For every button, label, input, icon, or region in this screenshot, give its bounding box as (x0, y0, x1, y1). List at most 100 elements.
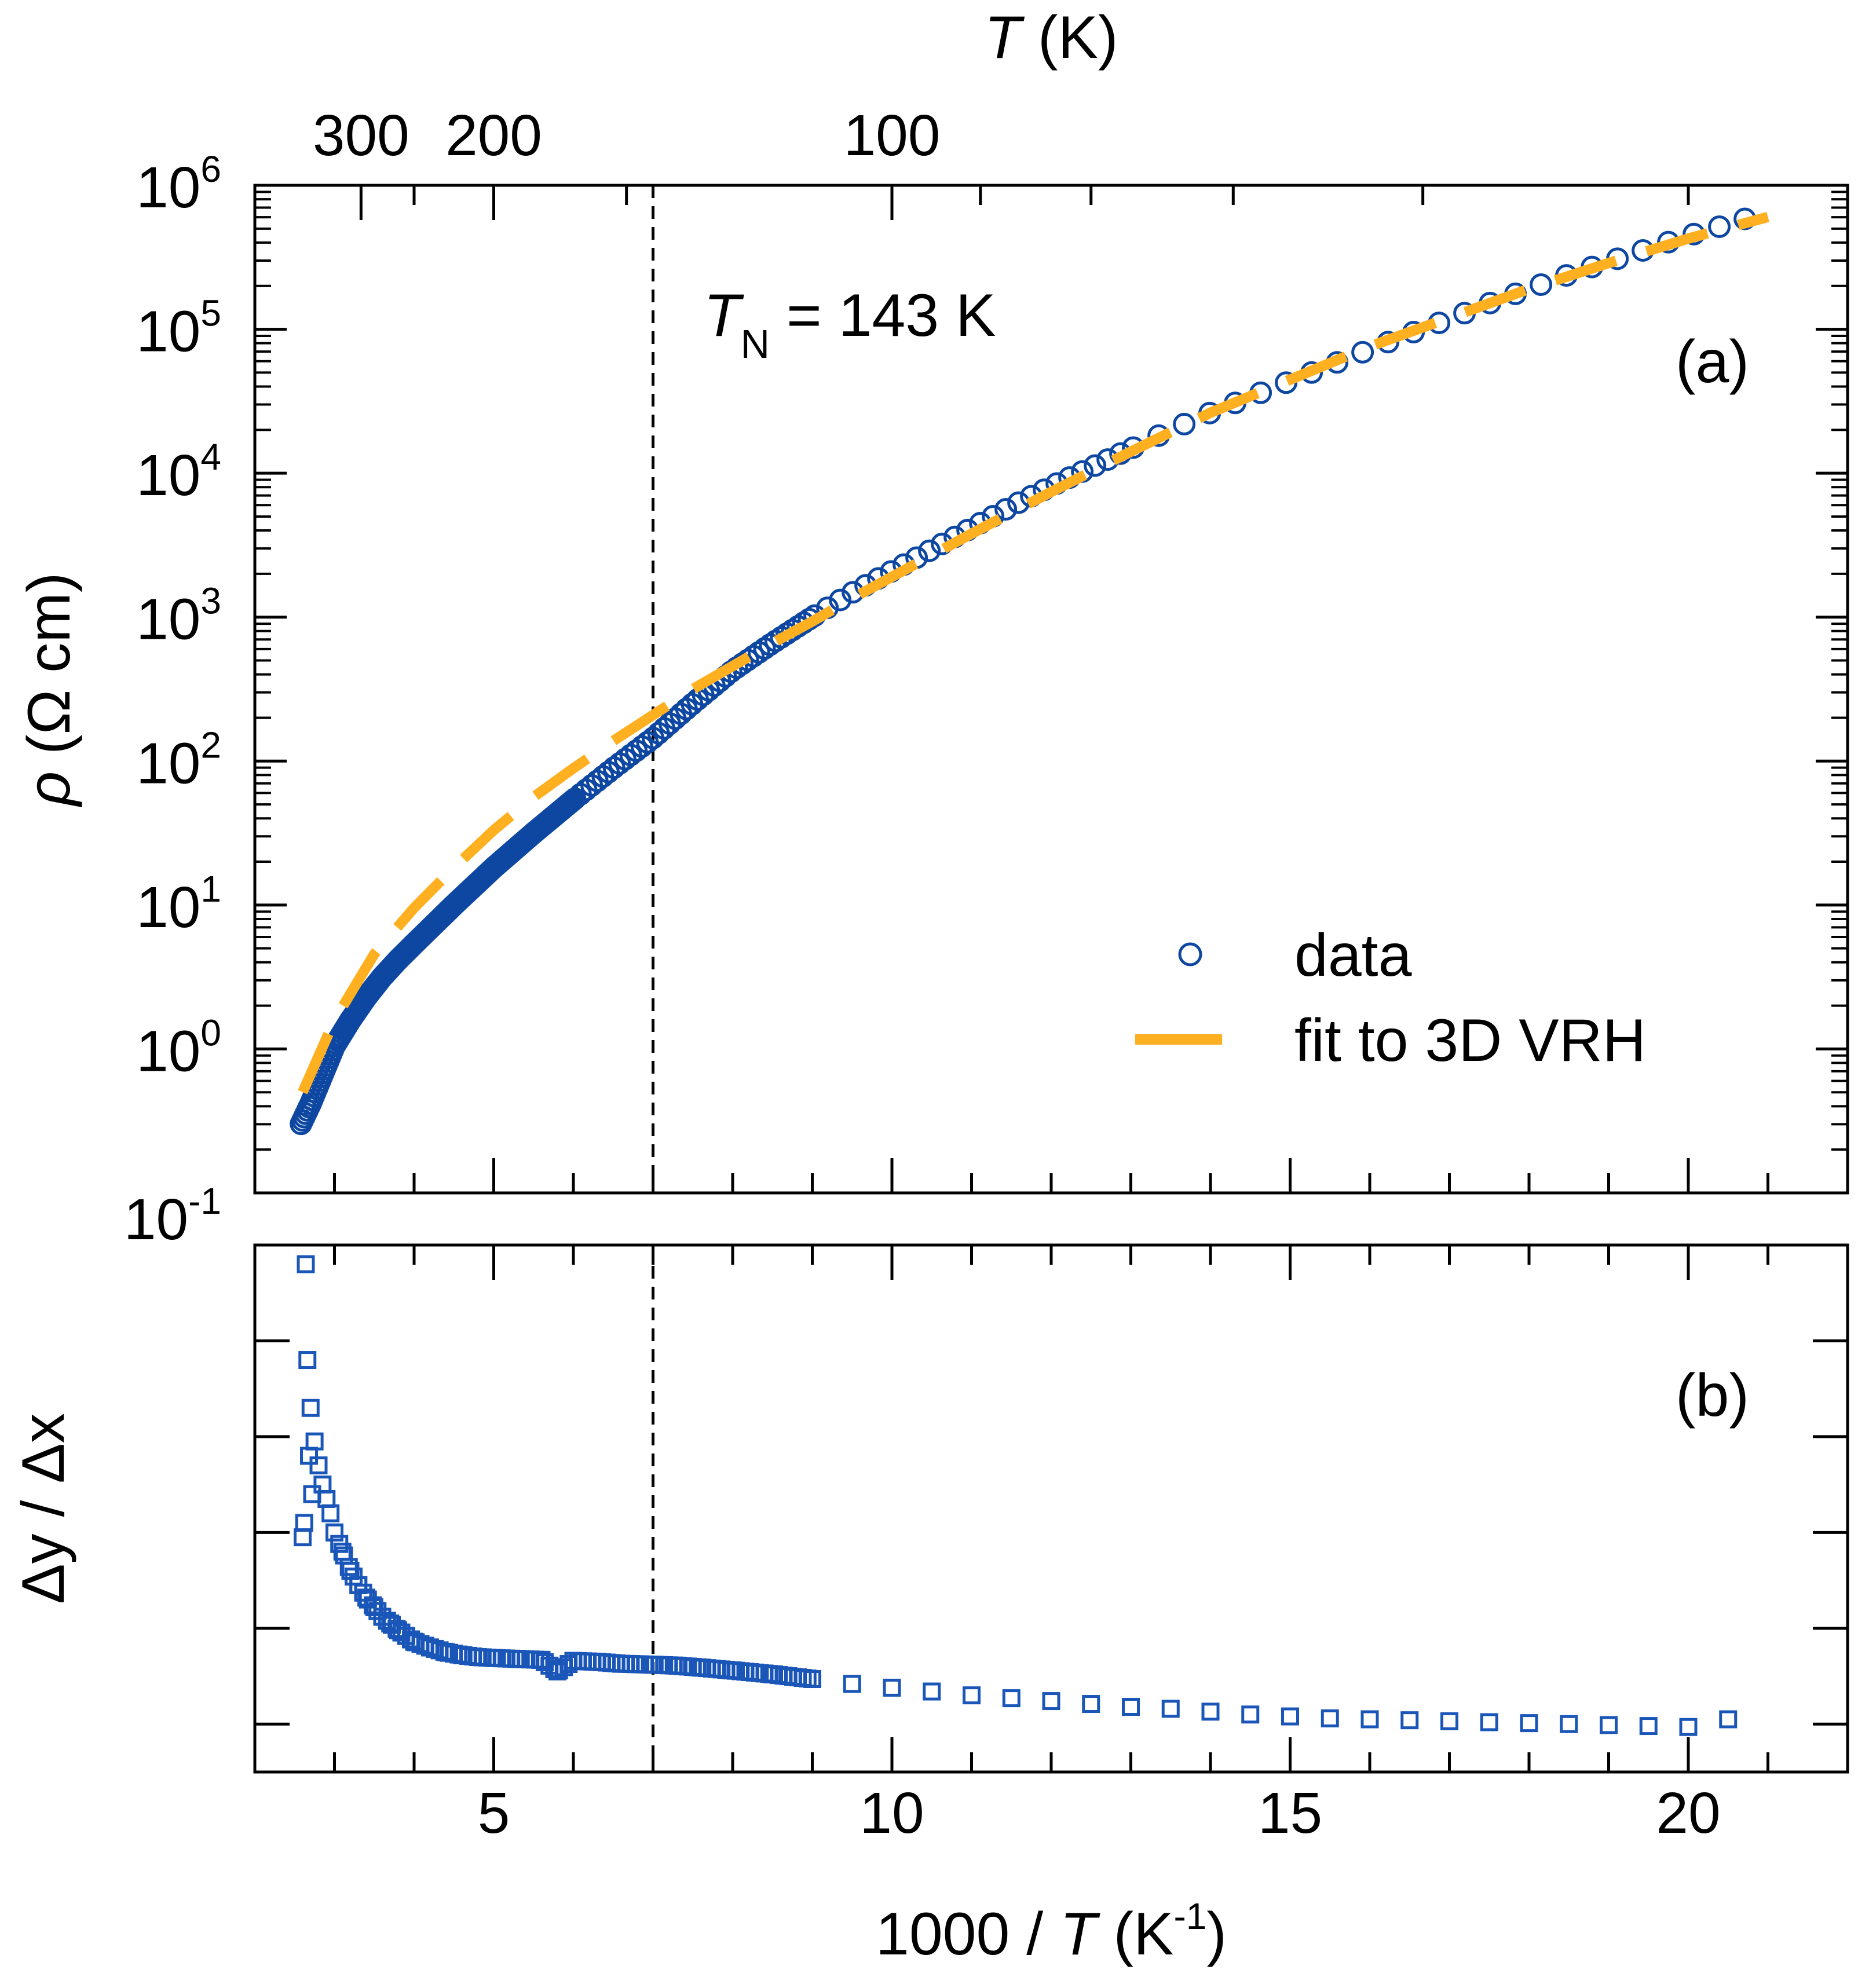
derivative-point (313, 1476, 332, 1494)
data-point (747, 641, 770, 664)
legend: data fit to 3D VRH (1135, 922, 1646, 1074)
y-axis-label-unit: (Ω cm) (16, 572, 83, 771)
data-point (1084, 454, 1107, 477)
derivative-point (574, 1652, 592, 1671)
x-tick-label: 20 (1656, 1781, 1720, 1846)
data-point (1708, 215, 1731, 238)
data-series (290, 207, 1757, 1136)
derivative-point (579, 1652, 597, 1671)
top-axis-label: T (K) (984, 4, 1118, 71)
derivative-point (843, 1675, 861, 1693)
derivative-point (617, 1654, 635, 1673)
y-tick-label: 106 (136, 148, 221, 220)
derivative-point (298, 1351, 317, 1370)
derivative-point (602, 1654, 621, 1672)
y-axis-label-b: Δy / Δx (10, 1413, 77, 1604)
x-axis-label-sup: -1 (1173, 1895, 1206, 1937)
y-tick-label: 101 (136, 868, 221, 940)
x-axis-label: 1000 / T (K-1) (876, 1895, 1227, 1968)
y-tick-label: 105 (136, 292, 221, 364)
y-tick-label: 104 (136, 436, 221, 508)
data-point (918, 539, 941, 562)
derivative-point (1679, 1718, 1698, 1736)
derivative-point (300, 1447, 318, 1465)
tn-text: = 143 K (770, 282, 996, 349)
top-tick-label: 300 (313, 103, 409, 168)
tn-sub: N (741, 321, 770, 367)
derivative-point (1480, 1713, 1498, 1731)
derivative-series (294, 1255, 1738, 1736)
derivative-point (612, 1654, 630, 1673)
x-tick-label: 15 (1258, 1781, 1322, 1846)
fit-series-line (298, 211, 1769, 1094)
y-tick-base: 10 (136, 875, 200, 940)
x-axis-label-suffix: ) (1206, 1901, 1227, 1968)
data-point (1351, 341, 1374, 364)
y-tick-base: 10 (136, 587, 200, 652)
data-point (1173, 412, 1196, 435)
derivative-point (1082, 1695, 1100, 1714)
top-tick-label: 200 (445, 103, 542, 168)
x-tick-label: 10 (859, 1781, 924, 1846)
derivative-point (359, 1590, 377, 1609)
derivative-point (923, 1682, 941, 1701)
derivative-point (598, 1653, 616, 1672)
derivative-point (1639, 1717, 1658, 1736)
derivative-point (583, 1652, 602, 1671)
derivative-point (593, 1653, 611, 1671)
legend-label-data: data (1294, 922, 1412, 989)
derivative-point (1201, 1703, 1220, 1721)
derivative-point (1281, 1707, 1299, 1726)
derivative-point (607, 1654, 626, 1672)
derivative-point (1002, 1689, 1021, 1708)
derivative-point (588, 1653, 606, 1671)
derivative-point (1161, 1700, 1180, 1718)
derivative-point (1400, 1711, 1419, 1730)
y-tick-label: 103 (136, 580, 221, 652)
y-tick-exponent: 1 (200, 868, 221, 910)
y-tick-base: 10 (136, 731, 200, 796)
derivative-point (295, 1514, 313, 1532)
y-tick-base: 10 (136, 299, 200, 364)
data-point (829, 588, 852, 612)
derivative-point (321, 1504, 340, 1522)
y-tick-base: 10 (124, 1187, 188, 1252)
derivative-point (364, 1596, 382, 1614)
derivative-point (309, 1456, 328, 1475)
y-axis-label-var: ρ (16, 771, 83, 808)
top-axis-label-var: T (984, 4, 1025, 71)
derivative-point (1520, 1714, 1538, 1733)
data-point (1530, 273, 1553, 296)
y-tick-label: 10-1 (124, 1180, 221, 1252)
derivative-point (305, 1432, 324, 1451)
y-tick-base: 10 (136, 155, 200, 220)
derivative-point (335, 1546, 353, 1565)
y-tick-exponent: -1 (188, 1180, 221, 1222)
derivative-point (531, 1650, 549, 1669)
y-tick-base: 10 (136, 443, 200, 508)
derivative-point (294, 1528, 312, 1547)
derivative-point (1360, 1710, 1379, 1729)
derivative-point (588, 1653, 606, 1671)
derivative-point (1241, 1705, 1260, 1724)
y-tick-exponent: 5 (200, 292, 221, 334)
y-axis-label: ρ (Ω cm) (16, 572, 83, 807)
derivative-point (303, 1485, 321, 1503)
derivative-point (883, 1678, 901, 1697)
y-tick-label: 100 (136, 1012, 221, 1083)
derivative-point (1321, 1709, 1339, 1727)
data-point (753, 637, 776, 660)
derivative-point (803, 1670, 821, 1689)
derivative-point (621, 1655, 640, 1674)
y-tick-exponent: 3 (200, 580, 221, 622)
legend-label-fit: fit to 3D VRH (1294, 1007, 1646, 1074)
panel-b: 5 10 15 20 1000 / T (K-1) Δy / Δx (b) (10, 1243, 1849, 1968)
panel-label-a: (a) (1676, 328, 1749, 396)
y-tick-exponent: 2 (200, 724, 221, 766)
y-tick-exponent: 4 (200, 436, 221, 478)
derivative-point (612, 1654, 630, 1673)
derivative-point (297, 1255, 315, 1273)
derivative-point (330, 1535, 349, 1553)
